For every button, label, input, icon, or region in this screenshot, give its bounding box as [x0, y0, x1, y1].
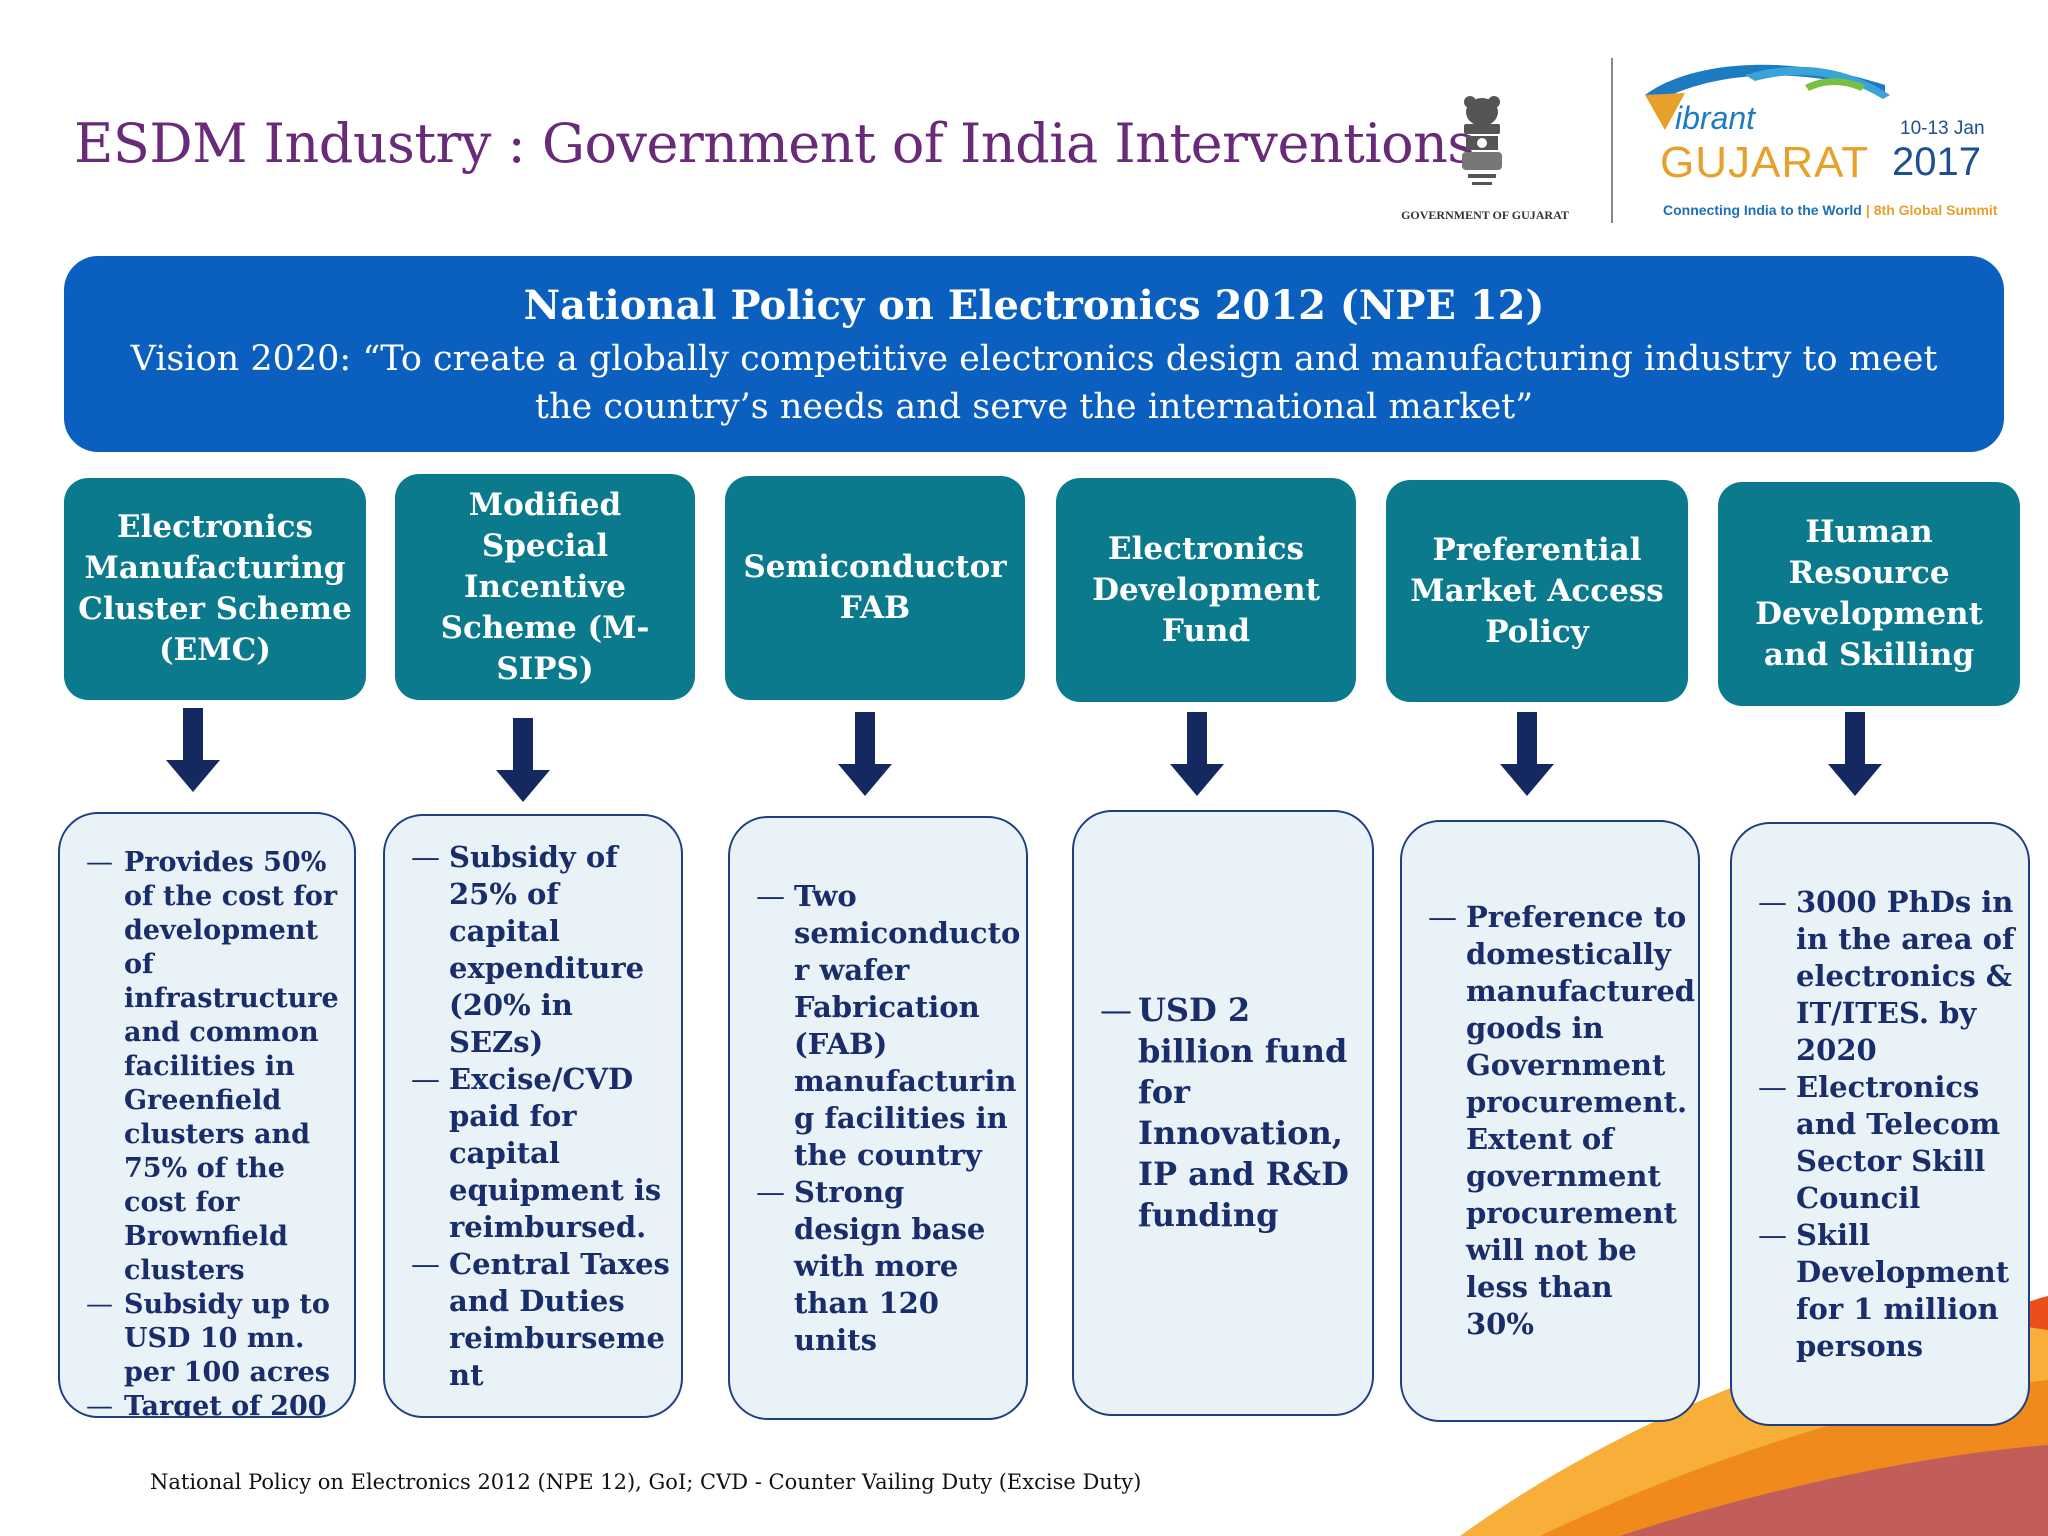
npe-vision-statement: Vision 2020: “To create a globally compe…: [130, 339, 1938, 427]
government-of-gujarat-label: GOVERNMENT OF GUJARAT: [1401, 208, 1569, 222]
summit-edition: 8th Global Summit: [1873, 202, 1998, 218]
detail-item: 3000 PhDs in in the area of electronics …: [1732, 884, 2028, 1069]
summit-dates: 10-13 Jan: [1900, 118, 1985, 139]
scheme-header-semiconductor-fab: Semiconductor FAB: [725, 476, 1025, 700]
scheme-header-emc: Electronics Manufacturing Cluster Scheme…: [64, 478, 366, 700]
slide-title: ESDM Industry : Government of India Inte…: [74, 112, 1475, 175]
detail-box-msips: Subsidy of 25% of capital expenditure (2…: [383, 814, 683, 1418]
detail-item: Excise/CVD paid for capital equipment is…: [385, 1061, 681, 1246]
detail-list: Subsidy of 25% of capital expenditure (2…: [385, 839, 681, 1394]
scheme-header-msips: Modified Special Incentive Scheme (M-SIP…: [395, 474, 695, 700]
down-arrow-icon: [1500, 712, 1554, 796]
detail-item: Target of 200 clusters by 2020: [60, 1390, 354, 1416]
summit-year: 2017: [1892, 140, 1981, 184]
detail-box-electronics-development-fund: USD 2 billion fund for Innovation, IP an…: [1072, 810, 1374, 1416]
scheme-header-electronics-development-fund: Electronics Development Fund: [1056, 478, 1356, 702]
detail-item: Provides 50% of the cost for development…: [60, 846, 354, 1288]
scheme-header-preferential-market-access: Preferential Market Access Policy: [1386, 480, 1688, 702]
detail-item: Central Taxes and Duties reimburseme nt: [385, 1246, 681, 1394]
down-arrow-icon: [166, 708, 220, 792]
tagline-text: Connecting India to the World: [1663, 202, 1862, 218]
vibrant-gujarat-logo: [1645, 64, 1890, 130]
detail-item: Two semiconducto r wafer Fabrication (FA…: [730, 878, 1026, 1174]
logo-divider: [1611, 58, 1613, 223]
detail-box-preferential-market-access: Preference to domestically manufactured …: [1400, 820, 1700, 1422]
detail-item: Subsidy up to USD 10 mn. per 100 acres: [60, 1288, 354, 1390]
tagline-separator: |: [1865, 202, 1870, 218]
detail-item: USD 2 billion fund for Innovation, IP an…: [1074, 990, 1372, 1236]
down-arrow-icon: [1828, 712, 1882, 796]
npe-title: National Policy on Electronics 2012 (NPE…: [523, 282, 1545, 329]
scheme-header-human-resource-development: Human Resource Development and Skilling: [1718, 482, 2020, 706]
detail-item: Preference to domestically manufactured …: [1402, 899, 1698, 1343]
gujarat-wordmark: GUJARAT: [1660, 138, 1870, 187]
detail-list: 3000 PhDs in in the area of electronics …: [1732, 884, 2028, 1365]
detail-list: Provides 50% of the cost for development…: [60, 846, 354, 1416]
detail-list: Preference to domestically manufactured …: [1402, 899, 1698, 1343]
detail-list: Two semiconducto r wafer Fabrication (FA…: [730, 878, 1026, 1359]
down-arrow-icon: [838, 712, 892, 796]
detail-list: USD 2 billion fund for Innovation, IP an…: [1074, 990, 1372, 1236]
down-arrow-icon: [496, 718, 550, 802]
detail-box-emc: Provides 50% of the cost for development…: [58, 812, 356, 1418]
vibrant-wordmark: ibrant: [1675, 100, 1756, 136]
detail-item: Strong design base with more than 120 un…: [730, 1174, 1026, 1359]
source-footnote: National Policy on Electronics 2012 (NPE…: [150, 1470, 1142, 1494]
detail-box-human-resource-development: 3000 PhDs in in the area of electronics …: [1730, 822, 2030, 1426]
detail-item: Skill Development for 1 million persons: [1732, 1217, 2028, 1365]
summit-tagline: Connecting India to the World | 8th Global…: [1663, 202, 1997, 218]
npe-banner: National Policy on Electronics 2012 (NPE…: [64, 256, 2004, 452]
detail-item: Subsidy of 25% of capital expenditure (2…: [385, 839, 681, 1061]
down-arrow-icon: [1170, 712, 1224, 796]
detail-box-semiconductor-fab: Two semiconducto r wafer Fabrication (FA…: [728, 816, 1028, 1420]
detail-item: Electronics and Telecom Sector Skill Cou…: [1732, 1069, 2028, 1217]
ashoka-emblem-icon: [1462, 96, 1502, 185]
